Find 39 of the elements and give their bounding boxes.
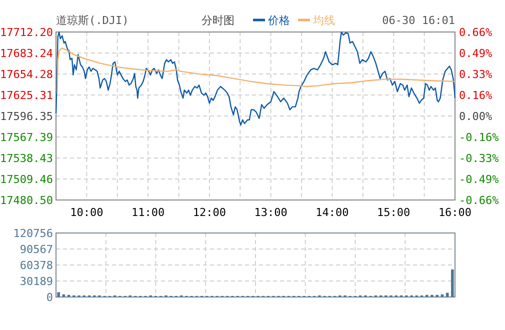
- x-tick-label: 10:00: [70, 206, 104, 219]
- x-tick-label: 16:00: [438, 206, 472, 219]
- y-tick-label: 17654.28: [0, 68, 53, 81]
- chart-title: 道琼斯(.DJI): [56, 14, 129, 27]
- y-tick-label: 17538.43: [0, 152, 53, 165]
- y2-tick-label: -0.16%: [459, 131, 500, 144]
- y-tick-label: 17683.24: [0, 47, 54, 60]
- y-tick-label: 90567: [20, 243, 53, 256]
- x-tick-label: 15:00: [377, 206, 410, 219]
- line-series: [55, 32, 456, 126]
- x-tick-label: 12:00: [192, 206, 226, 219]
- y-tick-label: 60378: [20, 259, 53, 272]
- line-series: [56, 48, 456, 94]
- x-tick-label: 14:00: [316, 206, 349, 219]
- y-tick-label: 120756: [13, 227, 53, 240]
- x-tick-label: 11:00: [132, 206, 165, 219]
- legend-label: 均线: [312, 14, 335, 27]
- x-tick-label: 13:00: [254, 206, 288, 219]
- chart-subtitle: 分时图: [202, 14, 234, 27]
- y-tick-label: 17596.35: [0, 110, 53, 123]
- y-tick-label: 17625.31: [0, 89, 53, 102]
- legend-label: 价格: [267, 14, 290, 27]
- y-tick-label: 30189: [20, 275, 53, 288]
- y2-tick-label: 0.33%: [459, 68, 492, 81]
- bar: [451, 269, 454, 297]
- y-tick-label: 0: [46, 291, 53, 304]
- y2-tick-label: 0.49%: [459, 47, 492, 60]
- y-tick-label: 17480.50: [0, 194, 53, 207]
- y-tick-label: 17712.20: [0, 26, 53, 39]
- y2-tick-label: -0.33%: [459, 152, 500, 165]
- y-tick-label: 17567.39: [0, 131, 53, 144]
- text: 06-30 16:01: [382, 14, 455, 27]
- y2-tick-label: -0.49%: [459, 173, 500, 186]
- bar: [57, 292, 60, 297]
- y2-tick-label: 0.00%: [459, 110, 492, 123]
- y-tick-label: 17509.46: [0, 173, 53, 186]
- y2-tick-label: 0.16%: [459, 89, 492, 102]
- y2-tick-label: -0.66%: [459, 194, 500, 207]
- y2-tick-label: 0.66%: [459, 26, 492, 39]
